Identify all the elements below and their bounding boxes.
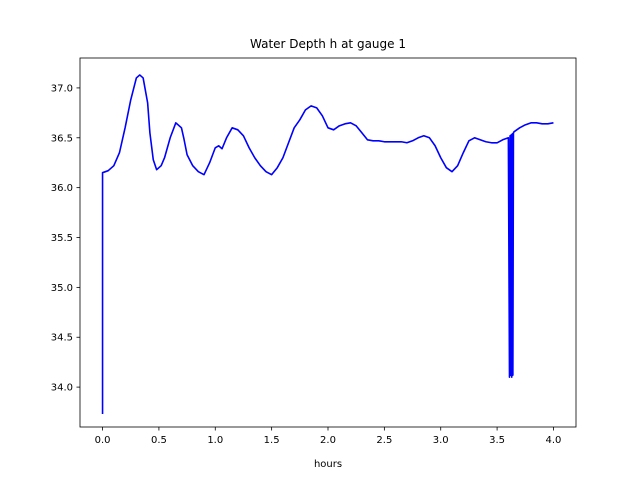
x-tick-label: 0.5 [151, 435, 167, 446]
chart-title: Water Depth h at gauge 1 [250, 37, 406, 51]
x-tick-label: 0.0 [95, 435, 111, 446]
y-tick-label: 37.0 [51, 83, 73, 94]
x-tick-label: 2.0 [320, 435, 336, 446]
y-tick-label: 34.0 [51, 383, 73, 394]
y-tick-label: 35.0 [51, 283, 73, 294]
x-tick-label: 4.0 [546, 435, 562, 446]
x-tick-label: 3.0 [433, 435, 449, 446]
x-tick-label: 1.0 [207, 435, 223, 446]
x-axis: 0.0 0.5 1.0 1.5 2.0 2.5 3.0 3.5 4.0 [95, 427, 562, 446]
plot-area [101, 74, 554, 415]
y-axis: 34.0 34.5 35.0 35.5 36.0 36.5 37.0 [51, 83, 80, 394]
y-tick-label: 36.5 [51, 133, 73, 144]
y-tick-label: 34.5 [51, 333, 73, 344]
y-tick-label: 36.0 [51, 183, 73, 194]
x-tick-label: 2.5 [376, 435, 392, 446]
x-axis-label: hours [314, 459, 342, 470]
y-tick-label: 35.5 [51, 233, 73, 244]
x-tick-label: 3.5 [489, 435, 505, 446]
series-line-0 [101, 74, 554, 415]
x-tick-label: 1.5 [264, 435, 280, 446]
